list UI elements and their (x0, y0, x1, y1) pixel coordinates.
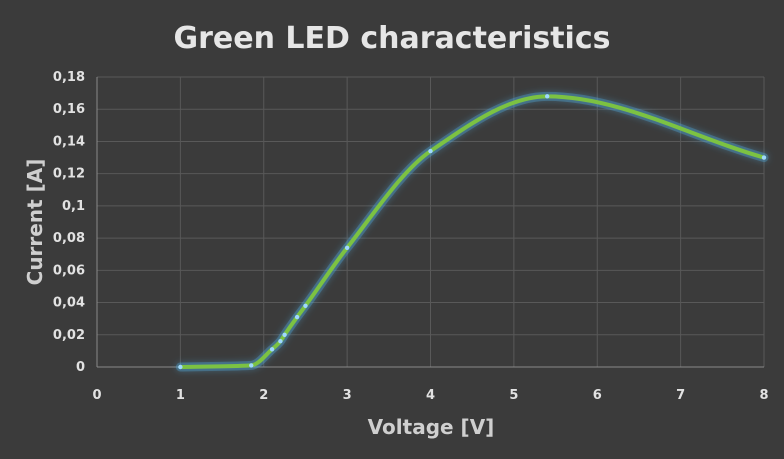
y-tick-label: 0,02 (53, 328, 85, 343)
data-point (249, 363, 254, 368)
y-tick-label: 0,08 (53, 231, 85, 246)
series-line (178, 94, 766, 369)
data-point (178, 364, 183, 370)
data-point (344, 245, 350, 250)
series-line-glow (175, 91, 769, 372)
x-tick-labels: 0 1 2 3 4 5 6 7 8 (92, 388, 768, 403)
y-tick-label: 0,1 (62, 199, 85, 214)
data-point (761, 155, 767, 160)
data-point (428, 148, 433, 154)
y-tick-label: 0,14 (53, 134, 85, 149)
data-point (294, 314, 300, 320)
x-tick-label: 0 (92, 388, 101, 403)
x-tick-label: 7 (676, 388, 685, 403)
series-group (175, 91, 769, 372)
x-tick-label: 4 (426, 388, 435, 403)
y-tick-labels: 0 0,02 0,04 0,06 0,08 0,1 0,12 0,14 0,16 0,18 (53, 70, 85, 375)
data-point (545, 94, 550, 99)
x-axis-label: Voltage [V] (368, 415, 495, 439)
x-tick-label: 2 (259, 388, 268, 403)
y-tick-label: 0 (76, 360, 85, 375)
data-point (278, 339, 283, 344)
data-point (303, 303, 308, 308)
x-tick-label: 8 (759, 388, 768, 403)
x-tick-label: 3 (343, 388, 352, 403)
y-tick-label: 0,16 (53, 102, 85, 117)
data-point (282, 332, 287, 337)
x-tick-label: 5 (509, 388, 518, 403)
chart-title: Green LED characteristics (174, 21, 611, 56)
y-axis-label: Current [A] (23, 159, 47, 286)
y-tick-label: 0,06 (53, 263, 85, 278)
x-tick-label: 1 (176, 388, 185, 403)
grid (97, 76, 765, 367)
data-point (269, 347, 275, 352)
x-tick-label: 6 (593, 388, 602, 403)
y-tick-label: 0,04 (53, 296, 85, 311)
y-tick-label: 0,18 (53, 70, 85, 85)
y-tick-label: 0,12 (53, 167, 85, 182)
